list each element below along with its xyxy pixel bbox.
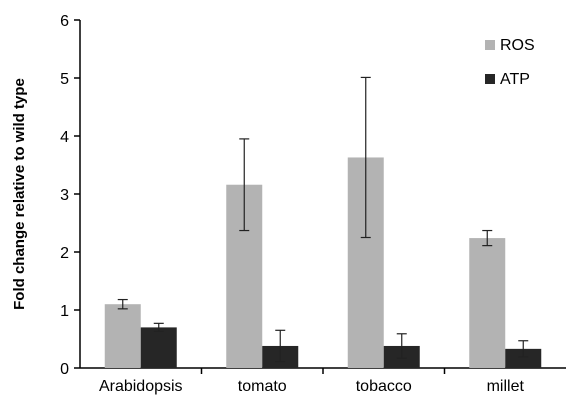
- plot-area: 0 1 2 3 4 5 6 Arabidopsis tomato tobacco millet: [60, 13, 566, 395]
- y-tick-label-2: 2: [60, 245, 69, 262]
- x-tick-label-arabidopsis: Arabidopsis: [99, 378, 183, 395]
- legend-label-atp: ATP: [500, 71, 530, 88]
- bar-ros-arabidopsis: [104, 304, 141, 368]
- error-bar-atp-tomato: [275, 329, 286, 363]
- y-tick-label-0: 0: [60, 361, 69, 378]
- y-tick-label-6: 6: [60, 13, 69, 30]
- y-axis-title: Fold change relative to wild type: [11, 78, 28, 310]
- y-tick-label-4: 4: [60, 129, 69, 146]
- error-bar-atp-tobacco: [396, 333, 407, 359]
- y-tick-label-1: 1: [60, 303, 69, 320]
- x-tick-label-tobacco: tobacco: [356, 378, 412, 395]
- legend: ROS ATP: [485, 37, 535, 88]
- error-bar-atp-millet: [518, 340, 529, 358]
- error-bar-atp-arabidopsis: [153, 322, 164, 333]
- legend-swatch-ros: [485, 40, 495, 50]
- legend-swatch-atp: [485, 74, 495, 84]
- error-bar-ros-tomato: [239, 138, 250, 232]
- error-bar-ros-arabidopsis: [117, 298, 128, 310]
- error-bar-ros-millet: [482, 229, 493, 247]
- error-bar-ros-tobacco: [360, 76, 371, 239]
- bar-atp-millet: [505, 348, 542, 368]
- bar-ros-millet: [469, 238, 506, 368]
- legend-label-ros: ROS: [500, 37, 535, 54]
- y-tick-label-3: 3: [60, 187, 69, 204]
- x-tick-label-tomato: tomato: [238, 378, 287, 395]
- y-tick-label-5: 5: [60, 71, 69, 88]
- bar-atp-arabidopsis: [140, 327, 177, 368]
- x-tick-label-millet: millet: [487, 378, 525, 395]
